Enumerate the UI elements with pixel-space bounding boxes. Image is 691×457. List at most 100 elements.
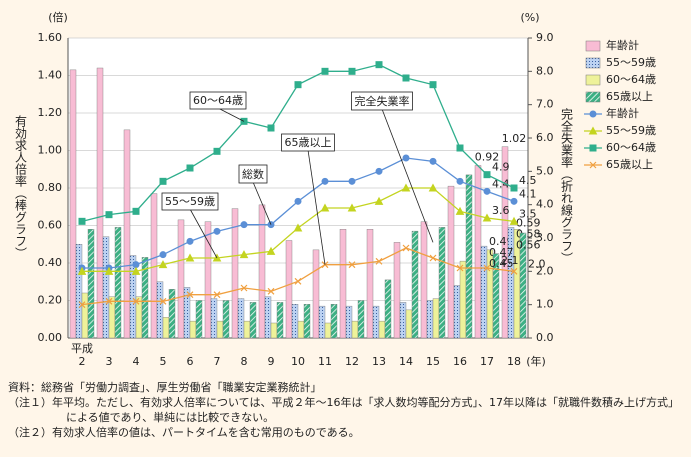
line-marker (239, 250, 249, 259)
callout: 55～59歳 (165, 195, 215, 208)
x-tick-label: 7 (214, 355, 221, 368)
line-marker (510, 184, 518, 192)
line-marker (213, 147, 221, 155)
y2-tick-label: 2.0 (536, 264, 554, 277)
line-marker (132, 207, 140, 215)
line-marker (186, 291, 194, 299)
bar (303, 304, 311, 339)
line-value-label: 2.1 (501, 254, 519, 267)
y2-tick-label: 9.0 (536, 31, 554, 44)
bar (243, 320, 251, 339)
bar (345, 305, 353, 339)
line-marker (185, 253, 195, 262)
bar (324, 322, 332, 339)
line-marker (294, 81, 302, 89)
line-value-label: 4.9 (492, 161, 510, 174)
callout-line (381, 108, 434, 243)
x-tick-label: 14 (399, 355, 413, 368)
bar (447, 185, 455, 339)
line-marker (347, 203, 357, 212)
callout-line (252, 181, 272, 225)
line-marker (321, 67, 329, 75)
callout-box (189, 91, 247, 110)
line-value-label: 4.4 (492, 177, 510, 190)
bar (204, 221, 212, 339)
line-marker (159, 297, 167, 305)
x-unit: (年) (526, 354, 546, 368)
line-marker (213, 291, 221, 299)
callout-box (238, 164, 268, 184)
line-marker (159, 251, 167, 259)
line-marker (186, 164, 194, 172)
line-marker (483, 264, 491, 272)
bar (168, 289, 176, 339)
y-tick-label: 1.20 (38, 106, 63, 119)
line-value-label: 4.5 (519, 174, 537, 187)
bar (249, 302, 257, 339)
bar (216, 320, 224, 339)
legend-swatch (585, 40, 601, 52)
y-tick-label: 1.40 (38, 69, 63, 82)
y-tick-label: 0.40 (38, 256, 63, 269)
bar (69, 69, 77, 339)
x-tick-label: 18 (507, 355, 521, 368)
legend-label: 年齢計 (606, 106, 639, 120)
line-marker (158, 260, 168, 269)
bar (384, 279, 392, 339)
x-tick-label: 10 (291, 355, 305, 368)
bar (474, 165, 482, 339)
y2-tick-label: 0.0 (536, 331, 554, 344)
line-marker (293, 223, 303, 232)
bar (156, 281, 164, 339)
callout: 65歳以上 (285, 136, 332, 149)
line-value-label: 2.0 (528, 257, 546, 270)
bar (330, 304, 338, 339)
line-marker (429, 81, 437, 89)
line-marker (510, 267, 518, 275)
line-marker (240, 284, 248, 292)
bar (102, 236, 110, 339)
x-tick-label: 17 (480, 355, 494, 368)
line-value-label: 3.5 (519, 207, 537, 220)
bar-value-label: 0.49 (489, 235, 514, 248)
y-tick-label: 0.00 (38, 331, 63, 344)
legend-label: 年齢計 (606, 38, 639, 52)
line-marker (455, 206, 465, 215)
x-tick-label: 15 (426, 355, 440, 368)
bar (399, 302, 407, 339)
y2-tick-label: 8.0 (536, 64, 554, 77)
bar (393, 242, 401, 339)
bar (270, 322, 278, 339)
bar (75, 244, 83, 339)
y-tick-label: 0.20 (38, 294, 63, 307)
bar (285, 240, 293, 339)
chart: 0.00 0.20 0.40 0.60 0.80 1.00 1.20 1.40 1.60 0.0 1… (14, 10, 657, 368)
line-marker (105, 297, 113, 305)
bar (231, 208, 239, 339)
bar (183, 287, 191, 339)
bar (177, 219, 185, 339)
bar-value-label: 1.02 (502, 132, 527, 145)
legend-label: 60～64歳 (606, 141, 656, 154)
line-marker (402, 244, 410, 252)
callout: 60～64歳 (193, 94, 243, 107)
bar (438, 227, 446, 339)
legend-label: 60～64歳 (606, 73, 656, 86)
y2-tick-label: 4.0 (536, 198, 554, 211)
bar (492, 253, 500, 339)
line-marker (456, 177, 464, 185)
callout-box (161, 192, 219, 211)
callout-box (281, 133, 335, 152)
callout: 総数 (242, 167, 264, 181)
x-tick-label: 11 (318, 355, 332, 368)
bar (519, 232, 527, 339)
bar (114, 227, 122, 339)
line-value-label: 3.6 (492, 204, 510, 217)
line-marker (266, 246, 276, 255)
y2-tick-label: 3.0 (536, 231, 554, 244)
bar (189, 320, 197, 339)
line-marker (429, 157, 437, 165)
bar (297, 320, 305, 339)
line-marker (132, 261, 140, 269)
